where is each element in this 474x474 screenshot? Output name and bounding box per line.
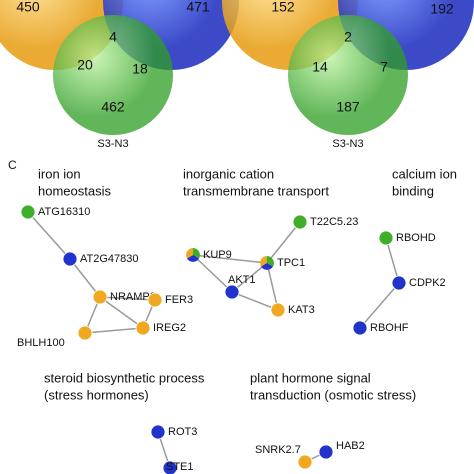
edge xyxy=(359,282,400,329)
edge xyxy=(69,258,101,298)
node xyxy=(77,325,93,341)
edge xyxy=(99,296,144,329)
node-label: AT2G47830 xyxy=(80,253,139,265)
venn-count: 471 xyxy=(186,0,210,15)
networks: iron ion homeostasis ATG16310 AT2G47830 NRAM… xyxy=(17,166,457,474)
node xyxy=(352,320,368,336)
network-title: transmembrane transport xyxy=(183,183,329,198)
network-title: inorganic cation xyxy=(183,166,274,181)
node-label: HAB2 xyxy=(336,440,365,452)
node xyxy=(62,251,78,267)
venn-count: 18 xyxy=(132,61,148,77)
edge xyxy=(266,221,301,264)
network-title: (stress hormones) xyxy=(44,387,149,402)
network-title: iron ion xyxy=(38,166,81,181)
node-label: RBOHD xyxy=(396,232,436,244)
node-label: RBOHF xyxy=(370,322,409,334)
network-title: steroid biosynthetic process xyxy=(44,370,205,385)
node-label: IREG2 xyxy=(153,322,186,334)
node xyxy=(20,204,36,220)
node xyxy=(270,302,286,318)
node xyxy=(150,424,166,440)
node-label: FER3 xyxy=(165,294,193,306)
edge xyxy=(27,211,71,260)
node-label: KUP9 xyxy=(203,249,232,261)
edge xyxy=(99,296,156,301)
venn-count: 462 xyxy=(101,99,125,115)
node xyxy=(261,263,273,270)
venn-count: 2 xyxy=(344,29,352,45)
node-label: KAT3 xyxy=(288,304,315,316)
venn-count: 192 xyxy=(430,1,454,17)
node-label: ATG16310 xyxy=(38,206,90,218)
node-label: STE1 xyxy=(166,461,194,473)
venn-count: 7 xyxy=(380,59,388,75)
edge xyxy=(266,262,279,311)
node xyxy=(147,292,163,308)
network-title: plant hormone signal xyxy=(250,370,371,385)
network-title: homeostasis xyxy=(38,183,111,198)
node xyxy=(92,289,108,305)
node xyxy=(187,255,199,262)
node xyxy=(135,320,151,336)
node xyxy=(162,460,178,474)
node-label: BHLH100 xyxy=(17,337,65,349)
node-label: T22C5.23 xyxy=(310,216,358,228)
node xyxy=(224,284,240,300)
venn-count: 4 xyxy=(109,29,117,45)
node xyxy=(318,444,334,460)
node xyxy=(391,275,407,291)
edge xyxy=(192,254,233,293)
network-title: calcium ion xyxy=(392,166,457,181)
network-title: binding xyxy=(392,183,434,198)
edge xyxy=(231,291,279,311)
venn-diagrams: 450 471 4 20 18 462 S3-N3 152 192 2 14 7 187 S3-N3 xyxy=(0,0,474,150)
node xyxy=(193,248,200,259)
venn-count: 152 xyxy=(271,0,295,15)
node-label: ROT3 xyxy=(168,426,197,438)
venn-count: 450 xyxy=(16,0,40,15)
edge xyxy=(192,254,268,264)
edge xyxy=(231,262,268,293)
node-label: AKT1 xyxy=(228,274,256,286)
node xyxy=(267,256,274,267)
venn-count: 187 xyxy=(336,99,360,115)
venn-set xyxy=(53,15,173,135)
node xyxy=(260,256,267,267)
node xyxy=(186,248,193,259)
venn-label: S3-N3 xyxy=(332,138,363,150)
venn-label: S3-N3 xyxy=(97,138,128,150)
edge xyxy=(385,237,400,284)
edge xyxy=(84,327,144,334)
node xyxy=(297,454,313,470)
node xyxy=(378,230,394,246)
panel-label: C xyxy=(8,158,17,172)
node-label: CDPK2 xyxy=(409,277,446,289)
venn-set xyxy=(288,15,408,135)
venn-count: 20 xyxy=(77,57,93,73)
node-label: TPC1 xyxy=(277,257,305,269)
node-label: SNRK2.7 xyxy=(255,444,301,456)
node xyxy=(292,214,308,230)
venn-count: 14 xyxy=(312,59,328,75)
network-title: transduction (osmotic stress) xyxy=(250,387,416,402)
node-label: NRAMP3 xyxy=(110,291,156,303)
